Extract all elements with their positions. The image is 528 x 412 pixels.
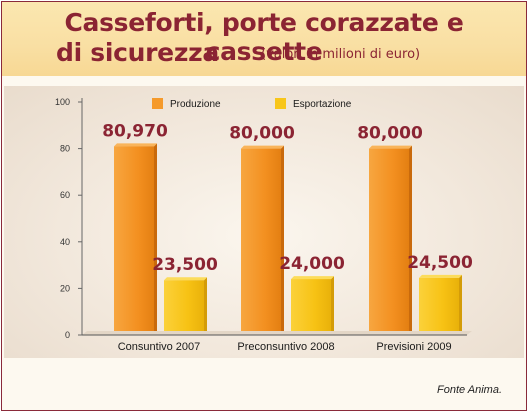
- x-tick-label: Consuntivo 2007: [118, 341, 201, 353]
- bar-produzione: [114, 146, 154, 335]
- baseline-shelf: [82, 331, 472, 335]
- data-label: 80,000: [357, 124, 423, 144]
- chart-subtitle: (valori in milioni di euro): [261, 47, 421, 62]
- bar-top-produzione: [369, 145, 412, 149]
- y-tick-label: 40: [60, 237, 70, 247]
- bar-produzione: [241, 148, 281, 335]
- bar-esportazione: [419, 277, 459, 335]
- bar-side-produzione: [154, 143, 157, 335]
- bar-side-esportazione: [459, 274, 462, 335]
- bar-top-produzione: [114, 143, 157, 147]
- bar-top-esportazione: [291, 276, 334, 280]
- data-label: 80,970: [102, 121, 168, 141]
- bar-produzione: [369, 148, 409, 335]
- x-tick-label: Preconsuntivo 2008: [237, 341, 334, 353]
- bar-top-esportazione: [164, 277, 207, 281]
- data-label: 23,500: [152, 255, 218, 275]
- bar-top-esportazione: [419, 274, 462, 278]
- chart-title-line-2: di sicurezza: [56, 38, 219, 67]
- legend-label: Produzione: [170, 99, 221, 110]
- y-tick-label: 0: [65, 330, 70, 340]
- bar-side-produzione: [281, 145, 284, 335]
- bar-top-produzione: [241, 145, 284, 149]
- data-label: 24,500: [407, 253, 473, 273]
- bar-side-esportazione: [204, 277, 207, 335]
- y-tick-label: 60: [60, 190, 70, 200]
- chart-title-line-1: Casseforti, porte corazzate e cassette: [64, 8, 464, 66]
- bar-esportazione: [291, 279, 331, 335]
- bar-side-esportazione: [331, 276, 334, 335]
- bar-esportazione: [164, 280, 204, 335]
- y-tick-label: 80: [60, 144, 70, 154]
- legend-swatch-esportazione: [275, 98, 286, 109]
- legend-swatch-produzione: [152, 98, 163, 109]
- data-label: 80,000: [229, 124, 295, 144]
- y-tick-label: 20: [60, 283, 70, 293]
- y-tick-label: 100: [55, 97, 70, 107]
- data-label: 24,000: [279, 254, 345, 274]
- legend-label: Esportazione: [293, 99, 352, 110]
- header-band: Casseforti, porte corazzate e cassette d…: [2, 2, 526, 76]
- bar-side-produzione: [409, 145, 412, 335]
- x-tick-label: Previsioni 2009: [376, 341, 451, 353]
- source-note: Fonte Anima.: [436, 384, 502, 396]
